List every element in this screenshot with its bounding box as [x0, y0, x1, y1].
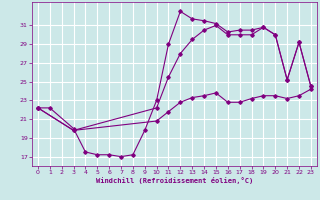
X-axis label: Windchill (Refroidissement éolien,°C): Windchill (Refroidissement éolien,°C) [96, 177, 253, 184]
